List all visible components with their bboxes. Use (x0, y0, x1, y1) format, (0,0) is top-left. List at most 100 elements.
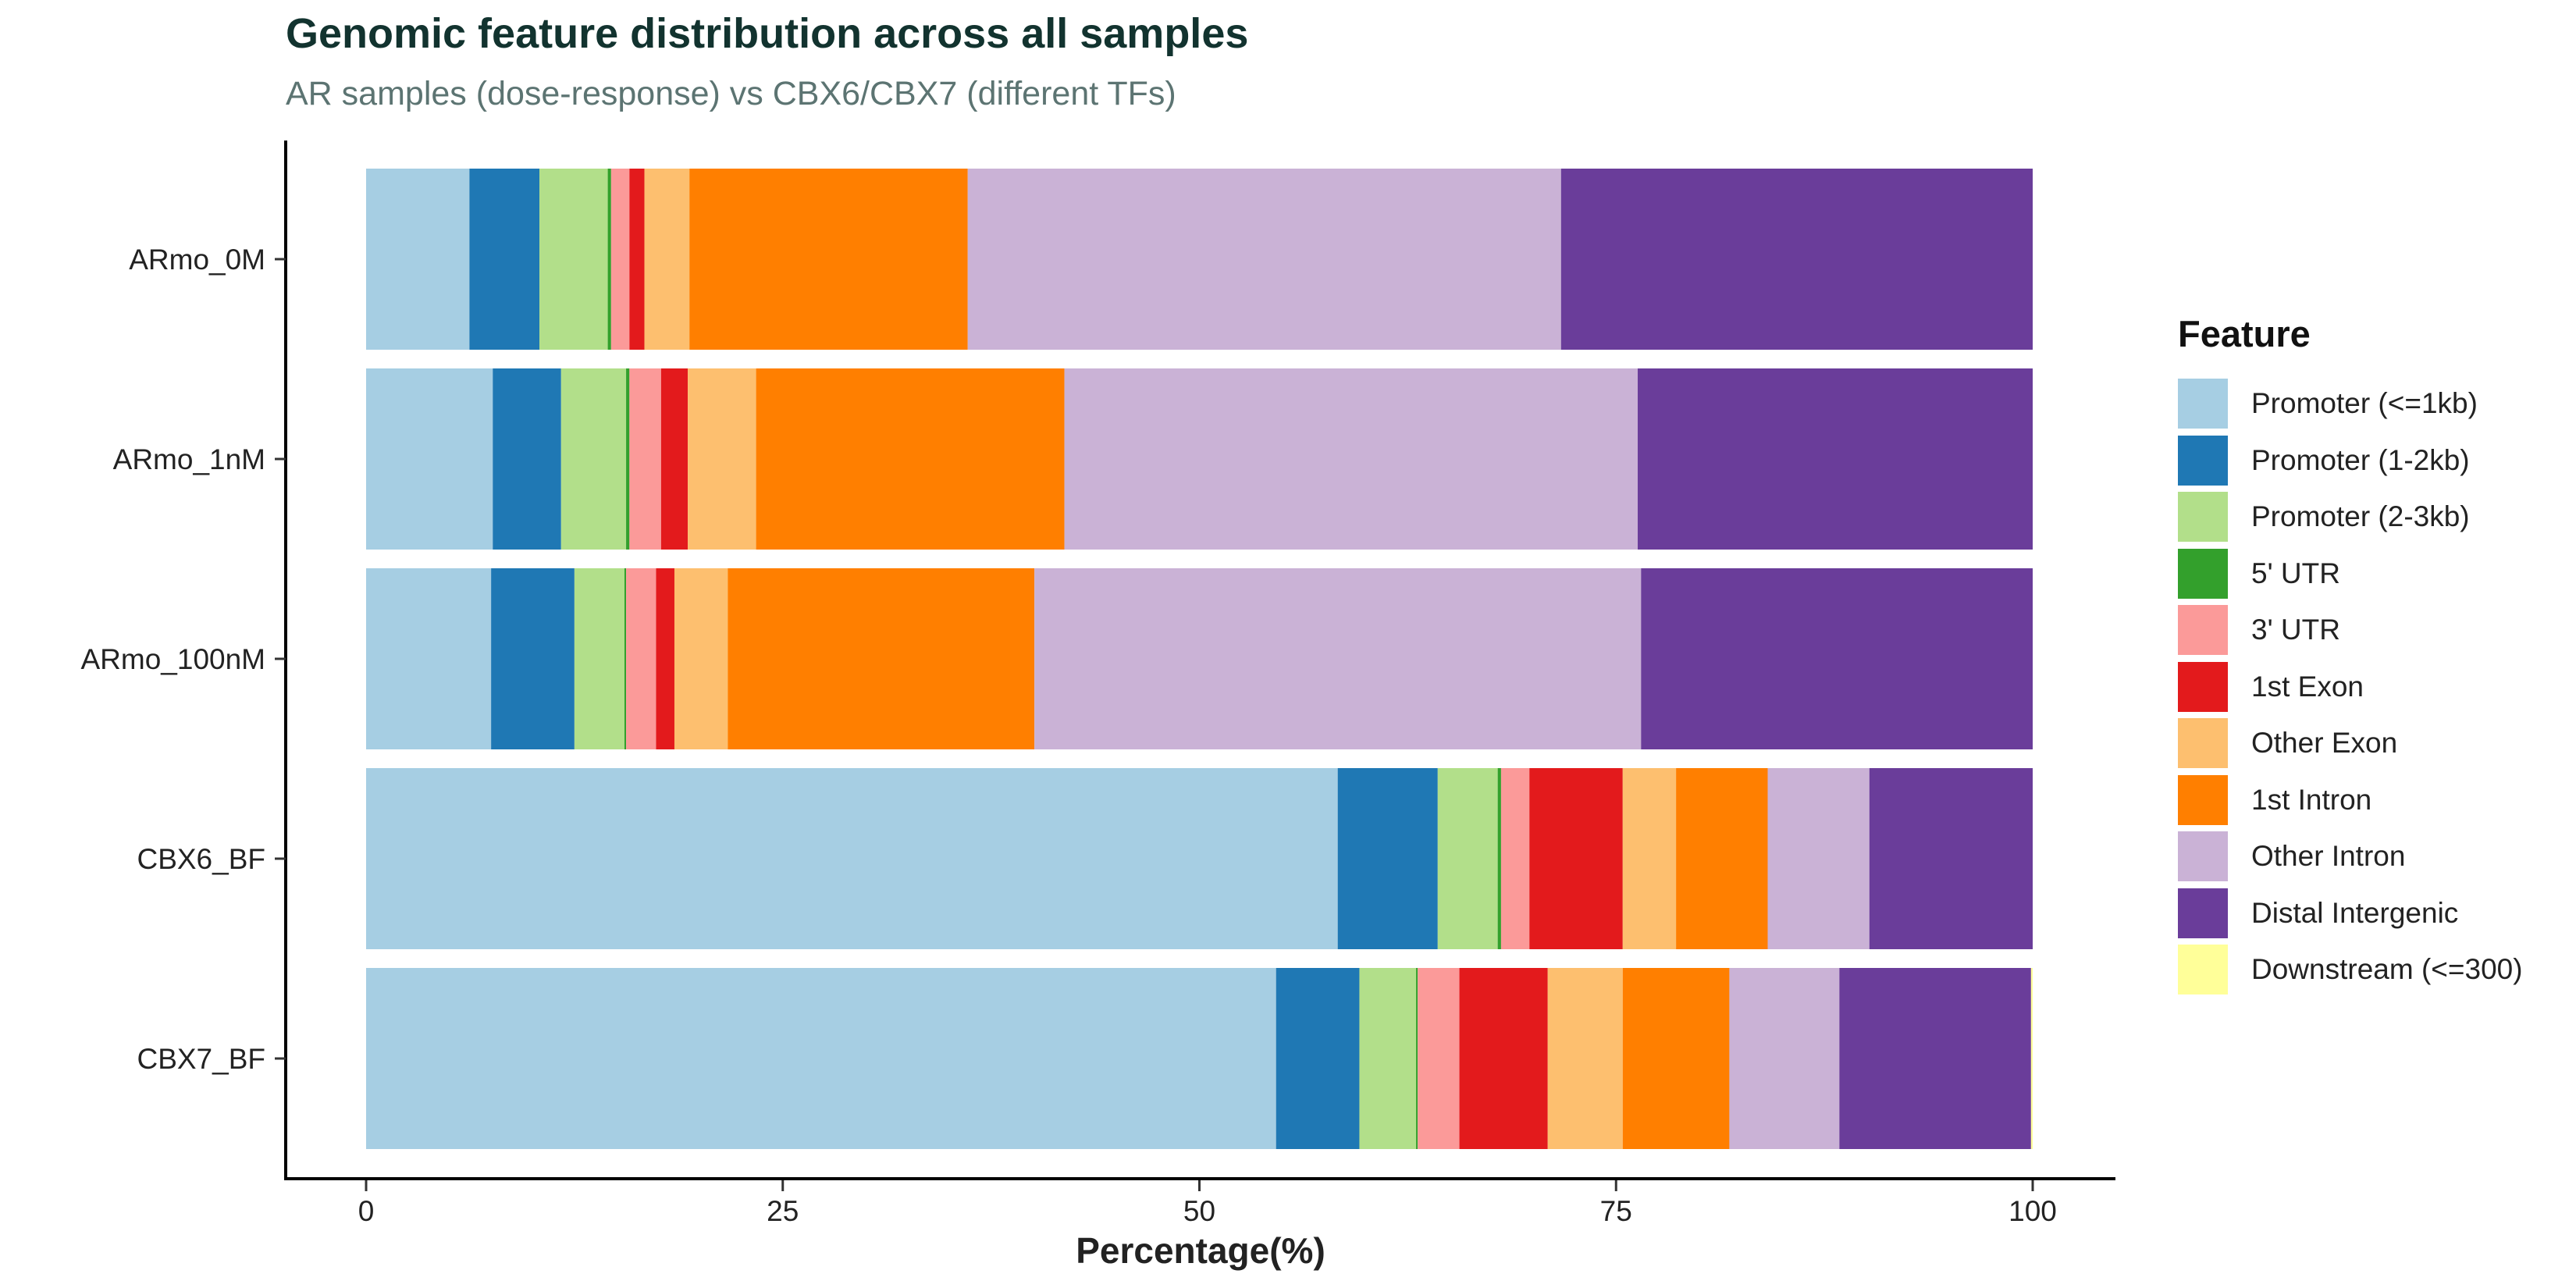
bar-segment-armo-1nm-1st-intron (756, 368, 1065, 550)
bar-segment-armo-0m-other-exon (644, 169, 690, 350)
bar-segment-cbx6-bf-3-utr (1500, 768, 1530, 949)
bar-segment-armo-100nm-1st-intron (728, 568, 1035, 749)
legend-swatch (2178, 888, 2228, 938)
y-ticks: ARmo_0M ARmo_1nM ARmo_100nM CBX6_BF CBX7_BF (80, 244, 286, 1075)
legend-swatch (2178, 435, 2228, 486)
bar-segment-cbx6-bf-promoter-1kb (366, 768, 1338, 949)
y-tick-label: ARmo_0M (129, 244, 265, 276)
legend-item-downstream-300: Downstream (<=300) (2178, 941, 2523, 998)
bar-segment-cbx7-bf-3-utr (1418, 968, 1460, 1149)
bar-segment-armo-100nm-promoter-1kb (366, 568, 492, 749)
bar-segment-armo-0m-promoter-1kb (366, 169, 470, 350)
legend-item-1st-intron: 1st Intron (2178, 772, 2523, 829)
legend-label: 1st Intron (2251, 783, 2372, 816)
bar-segment-cbx6-bf-other-intron (1767, 768, 1870, 949)
legend-label: Promoter (2-3kb) (2251, 500, 2470, 533)
chart-subtitle: AR samples (dose-response) vs CBX6/CBX7 … (286, 75, 1176, 112)
bar-segment-cbx7-bf-5-utr (1416, 968, 1418, 1149)
bar-segment-cbx7-bf-distal-intergenic (1839, 968, 2031, 1149)
x-tick-label: 75 (1600, 1195, 1632, 1227)
x-tick-label: 100 (2008, 1195, 2057, 1227)
legend-label: 3' UTR (2251, 614, 2340, 646)
y-tick-label: CBX6_BF (137, 843, 265, 875)
bar-segment-cbx7-bf-promoter-1-2kb (1276, 968, 1360, 1149)
legend: Feature Promoter (<=1kb) Promoter (1-2kb)… (2178, 312, 2523, 998)
legend-label: 1st Exon (2251, 670, 2364, 703)
legend-title: Feature (2178, 313, 2311, 354)
bar-segment-armo-1nm-promoter-1kb (366, 368, 493, 550)
bar-segment-cbx7-bf-promoter-1kb (366, 968, 1276, 1149)
bar-segment-armo-0m-3-utr (610, 169, 630, 350)
bar-segment-armo-1nm-promoter-1-2kb (493, 368, 561, 550)
legend-item-other-exon: Other Exon (2178, 715, 2523, 772)
legend-swatch (2178, 661, 2228, 712)
legend-swatch (2178, 831, 2228, 882)
bar-segment-cbx6-bf-promoter-2-3kb (1437, 768, 1498, 949)
y-tick-label: ARmo_100nM (80, 643, 265, 675)
bar-segment-armo-0m-promoter-1-2kb (469, 169, 540, 350)
bar-segment-cbx7-bf-1st-intron (1622, 968, 1730, 1149)
bar-segment-armo-100nm-3-utr (626, 568, 656, 749)
legend-swatch (2178, 605, 2228, 656)
bar-segment-armo-100nm-distal-intergenic (1641, 568, 2033, 749)
chart-title: Genomic feature distribution across all … (286, 10, 1249, 57)
bar-segment-armo-0m-other-intron (967, 169, 1561, 350)
bar-segment-armo-0m-promoter-2-3kb (539, 169, 608, 350)
legend-item-1st-exon: 1st Exon (2178, 659, 2523, 716)
bar-segment-armo-1nm-distal-intergenic (1638, 368, 2033, 550)
legend-swatch (2178, 945, 2228, 995)
x-tick-label: 0 (358, 1195, 375, 1227)
bar-segment-cbx7-bf-1st-exon (1459, 968, 1548, 1149)
y-tick-label: ARmo_1nM (113, 443, 265, 475)
legend-item-3-utr: 3' UTR (2178, 602, 2523, 659)
legend-item-promoter-1kb: Promoter (<=1kb) (2178, 375, 2523, 432)
legend-swatch (2178, 548, 2228, 599)
bar-segment-armo-100nm-other-exon (674, 568, 728, 749)
legend-label: Promoter (<=1kb) (2251, 387, 2478, 420)
x-ticks: 0 25 50 75 100 (358, 1180, 2057, 1227)
bar-segment-armo-0m-1st-intron (689, 169, 968, 350)
bar-segment-armo-1nm-3-utr (629, 368, 661, 550)
legend-swatch (2178, 492, 2228, 543)
legend-swatch (2178, 718, 2228, 769)
legend-swatch (2178, 379, 2228, 429)
bar-segment-armo-100nm-5-utr (624, 568, 627, 749)
bar-segment-cbx7-bf-promoter-2-3kb (1359, 968, 1417, 1149)
axes-layer (284, 141, 2115, 1180)
legend-label: Other Exon (2251, 727, 2398, 760)
bar-segment-armo-100nm-1st-exon (656, 568, 674, 749)
bar-segment-armo-0m-1st-exon (629, 169, 645, 350)
y-tick-label: CBX7_BF (137, 1043, 265, 1075)
bar-segment-cbx6-bf-other-exon (1622, 768, 1677, 949)
bar-segment-cbx7-bf-other-exon (1547, 968, 1623, 1149)
bar-segment-armo-1nm-1st-exon (660, 368, 688, 550)
legend-label: Other Intron (2251, 840, 2406, 873)
bar-segment-armo-0m-distal-intergenic (1560, 169, 2033, 350)
bar-segment-armo-1nm-other-exon (688, 368, 756, 550)
legend-label: Promoter (1-2kb) (2251, 443, 2470, 476)
bar-segment-armo-100nm-promoter-2-3kb (574, 568, 624, 749)
x-tick-label: 25 (767, 1195, 799, 1227)
bar-segment-cbx6-bf-distal-intergenic (1869, 768, 2033, 949)
legend-item-other-intron: Other Intron (2178, 828, 2523, 885)
bar-segment-cbx6-bf-promoter-1-2kb (1337, 768, 1438, 949)
legend-item-promoter-1-2kb: Promoter (1-2kb) (2178, 432, 2523, 489)
legend-label: Distal Intergenic (2251, 896, 2459, 929)
legend-swatch (2178, 774, 2228, 825)
bar-segment-armo-100nm-other-intron (1034, 568, 1642, 749)
legend-item-5-utr: 5' UTR (2178, 546, 2523, 603)
bar-segment-armo-1nm-other-intron (1064, 368, 1638, 550)
bars-layer (366, 169, 2033, 1149)
legend-items: Promoter (<=1kb) Promoter (1-2kb) Promoter… (2178, 375, 2523, 998)
bar-segment-cbx7-bf-downstream-300 (2030, 968, 2033, 1149)
bar-segment-cbx6-bf-1st-intron (1676, 768, 1768, 949)
bar-segment-cbx6-bf-1st-exon (1529, 768, 1623, 949)
bar-segment-armo-1nm-promoter-2-3kb (560, 368, 627, 550)
bar-segment-cbx7-bf-other-intron (1729, 968, 1840, 1149)
x-axis-title: Percentage(%) (1076, 1230, 1325, 1271)
bar-segment-armo-0m-5-utr (607, 169, 611, 350)
legend-label: Downstream (<=300) (2251, 953, 2523, 986)
legend-item-distal-intergenic: Distal Intergenic (2178, 885, 2523, 942)
legend-item-promoter-2-3kb: Promoter (2-3kb) (2178, 489, 2523, 546)
